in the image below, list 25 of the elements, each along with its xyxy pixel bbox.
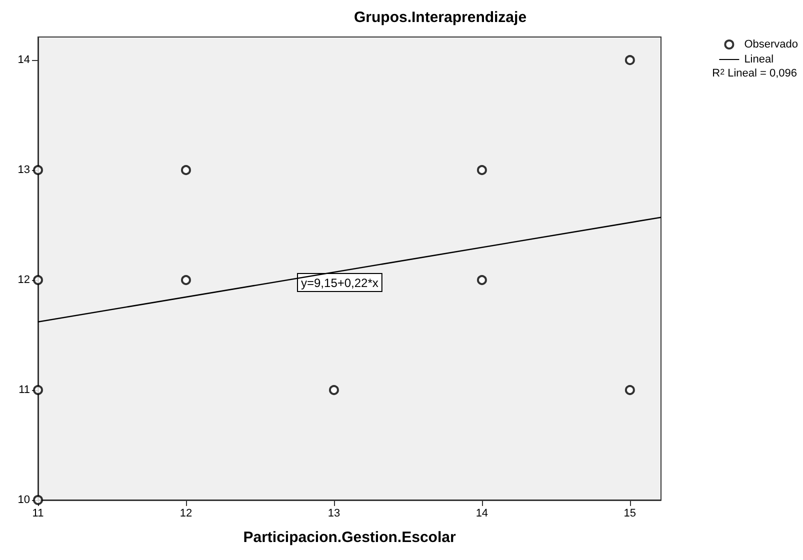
x-tick-label: 12 [180, 508, 192, 520]
point [33, 385, 43, 396]
x-axis-title: Participacion.Gestion.Escolar [243, 529, 456, 546]
point [624, 55, 635, 66]
point [328, 385, 339, 396]
point [476, 275, 487, 286]
annotation: y=9,15+0,22*x [301, 276, 378, 290]
chart-title: Grupos.Interaprendizaje [354, 9, 527, 26]
point [33, 165, 43, 176]
x-tick-label: 15 [624, 508, 636, 520]
point [180, 275, 191, 286]
legend-label: Observado [744, 38, 798, 50]
y-tick-label: 11 [18, 384, 30, 396]
x-tick-label: 13 [328, 508, 340, 520]
legend-label: Lineal [744, 54, 774, 66]
y-tick-label: 13 [18, 164, 30, 176]
x-tick-label: 11 [32, 508, 44, 520]
y-tick-label: 10 [18, 494, 30, 506]
y-tick-label: 14 [18, 54, 30, 66]
x-tick-label: 14 [476, 508, 488, 520]
point [180, 165, 191, 176]
point [476, 165, 487, 176]
point [624, 385, 635, 396]
point [33, 275, 43, 286]
y-tick-label: 12 [18, 274, 30, 286]
